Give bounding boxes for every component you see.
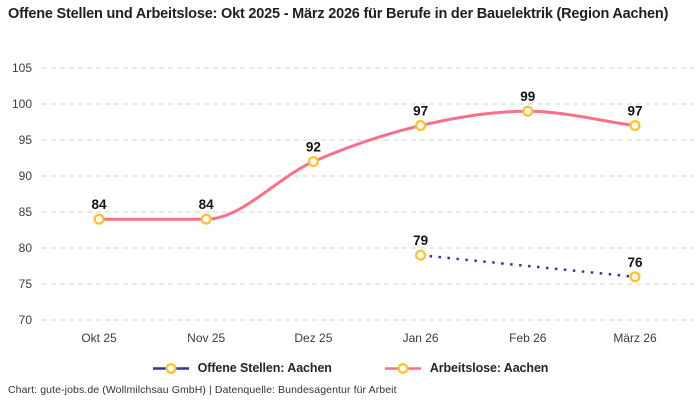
data-point-marker-arbeitslose-aachen: [415, 119, 427, 132]
chart-title: Offene Stellen und Arbeitslose: Okt 2025…: [8, 6, 669, 22]
y-tick-label: 100: [12, 97, 32, 111]
legend-label-arbeitslose: Arbeitslose: Aachen: [429, 361, 549, 375]
x-tick-label: März 26: [613, 331, 657, 345]
x-tick-label: Jan 26: [403, 331, 439, 345]
data-point-marker-arbeitslose-aachen: [629, 119, 641, 132]
y-tick-label: 90: [19, 169, 33, 183]
x-tick-label: Okt 25: [81, 331, 117, 345]
x-tick-label: Nov 25: [187, 331, 225, 345]
y-tick-label: 85: [19, 205, 33, 219]
data-point-marker-arbeitslose-aachen: [522, 105, 534, 117]
data-point-marker-offene-stellen-aachen: [415, 249, 427, 261]
data-point-label-arbeitslose-aachen: 97: [413, 104, 428, 119]
series-line-arbeitslose-aachen: [97, 109, 637, 221]
x-tick-label: Feb 26: [509, 331, 547, 345]
data-point-label-arbeitslose-aachen: 97: [627, 104, 642, 119]
legend-item-arbeitslose: Arbeitslose: Aachen: [384, 361, 549, 375]
data-point-label-arbeitslose-aachen: 84: [199, 197, 215, 212]
data-point-marker-arbeitslose-aachen: [307, 156, 320, 168]
data-point-label-arbeitslose-aachen: 99: [520, 89, 535, 104]
legend-label-offene-stellen: Offene Stellen: Aachen: [197, 361, 332, 375]
legend-item-offene-stellen: Offene Stellen: Aachen: [152, 361, 332, 375]
data-point-label-arbeitslose-aachen: 92: [306, 140, 321, 155]
y-tick-label: 95: [19, 133, 33, 147]
data-point-label-offene-stellen-aachen: 76: [627, 255, 643, 270]
data-point-marker-offene-stellen-aachen: [629, 271, 641, 283]
data-point-marker-arbeitslose-aachen: [200, 213, 212, 225]
footer-credit: Chart: gute-jobs.de (Wollmilchsau GmbH) …: [8, 384, 397, 396]
legend-swatch-arbeitslose-icon: [384, 362, 421, 374]
y-tick-label: 80: [19, 241, 33, 255]
y-tick-label: 105: [12, 61, 32, 75]
series-line-offene-stellen-aachen: [420, 253, 636, 279]
data-point-label-offene-stellen-aachen: 79: [413, 233, 428, 248]
data-point-marker-arbeitslose-aachen: [93, 213, 105, 225]
y-tick-label: 70: [19, 313, 33, 327]
x-tick-label: Dez 25: [294, 331, 332, 345]
chart-legend: Offene Stellen: Aachen Arbeitslose: Aach…: [0, 358, 700, 378]
legend-swatch-offene-stellen-icon: [152, 362, 189, 374]
data-point-label-arbeitslose-aachen: 84: [91, 197, 107, 212]
y-tick-label: 75: [19, 277, 33, 291]
